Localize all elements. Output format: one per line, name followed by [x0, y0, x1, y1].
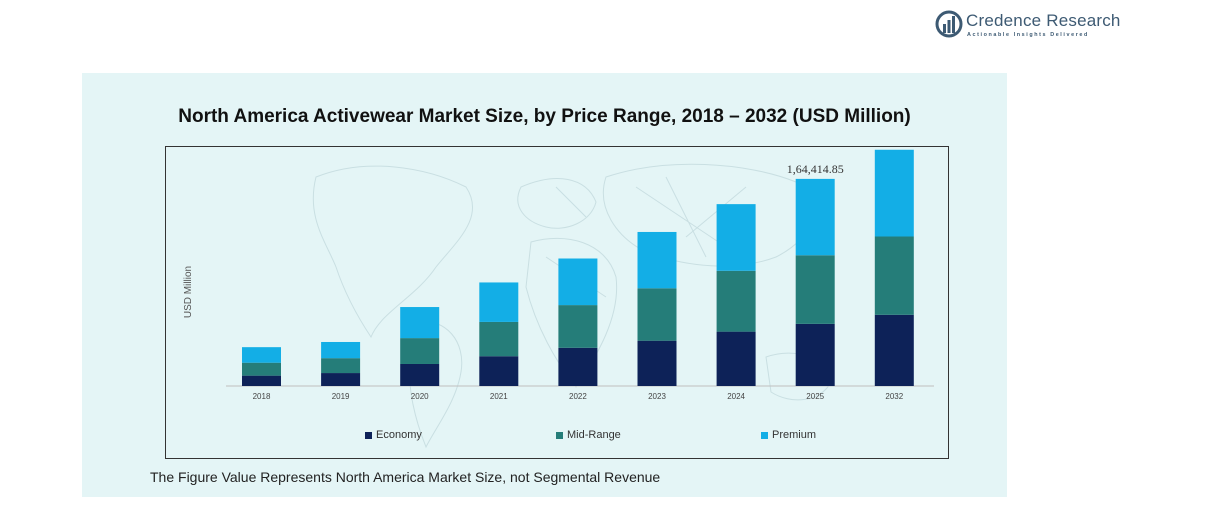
brand-header: Credence Research Actionable Insights De… — [935, 10, 1125, 42]
bar-mid-range-2018 — [242, 362, 281, 376]
bar-mid-range-2021 — [479, 321, 519, 357]
chart-title: North America Activewear Market Size, by… — [178, 106, 911, 127]
bar-economy-2020 — [400, 363, 440, 386]
legend-swatch — [556, 431, 563, 439]
chart-footnote: The Figure Value Represents North Americ… — [150, 469, 661, 485]
bar-mid-range-2023 — [637, 288, 677, 341]
bar-economy-2032 — [874, 314, 914, 386]
x-tick-label-2023: 2023 — [648, 392, 666, 401]
bar-premium-2032 — [874, 149, 914, 237]
bar-premium-2022 — [558, 258, 598, 306]
bar-economy-2022 — [558, 347, 598, 386]
chart-legend: Economy Mid-Range Premium — [166, 429, 948, 447]
legend-swatch — [761, 431, 768, 439]
bar-mid-range-2032 — [874, 236, 914, 315]
bar-mid-range-2025 — [795, 255, 835, 324]
bar-premium-2018 — [242, 347, 281, 363]
bar-economy-2018 — [242, 375, 281, 386]
bar-premium-2019 — [321, 341, 361, 359]
bar-economy-2024 — [716, 331, 756, 386]
x-tick-label-2020: 2020 — [411, 392, 429, 401]
legend-item-mid-range: Mid-Range — [556, 429, 621, 441]
bar-premium-2020 — [400, 307, 440, 339]
bar-economy-2023 — [637, 340, 677, 386]
chart-panel: North America Activewear Market Size, by… — [82, 73, 1007, 497]
bar-premium-2024 — [716, 204, 756, 271]
bar-mid-range-2019 — [321, 358, 361, 374]
legend-label: Premium — [772, 429, 817, 441]
x-tick-label-2024: 2024 — [727, 392, 745, 401]
x-tick-label-2021: 2021 — [490, 392, 508, 401]
x-tick-label-2018: 2018 — [253, 392, 271, 401]
x-tick-label-2025: 2025 — [806, 392, 824, 401]
brand-name: Credence Research — [966, 11, 1121, 30]
legend-label: Economy — [376, 429, 422, 441]
legend-item-premium: Premium — [761, 429, 816, 441]
bar-economy-2019 — [321, 373, 361, 386]
bar-premium-2025 — [795, 178, 835, 256]
chart-svg: USD Million 2018 2019 2020 2021 2022 2023 2024… — [183, 149, 934, 449]
x-tick-label-2019: 2019 — [332, 392, 350, 401]
brand-tagline: Actionable Insights Delivered — [967, 32, 1089, 38]
x-tick-label-2032: 2032 — [885, 392, 903, 401]
bar-economy-2025 — [795, 323, 835, 386]
legend-item-economy: Economy — [365, 429, 422, 441]
data-label-2025: 1,64,414.85 — [787, 162, 844, 176]
bar-mid-range-2020 — [400, 338, 440, 364]
world-map-decoration — [312, 163, 832, 449]
bar-economy-2021 — [479, 356, 519, 386]
x-tick-label-2022: 2022 — [569, 392, 587, 401]
legend-swatch — [365, 431, 372, 439]
bar-chart-circle-icon — [935, 10, 963, 38]
bar-mid-range-2024 — [716, 270, 756, 332]
legend-label: Mid-Range — [567, 429, 621, 441]
bar-premium-2023 — [637, 231, 677, 289]
y-axis-label: USD Million — [183, 266, 194, 318]
chart-frame: USD Million 2018 2019 2020 2021 2022 2023 2024… — [165, 146, 949, 459]
bar-premium-2021 — [479, 282, 519, 322]
bar-mid-range-2022 — [558, 305, 598, 348]
